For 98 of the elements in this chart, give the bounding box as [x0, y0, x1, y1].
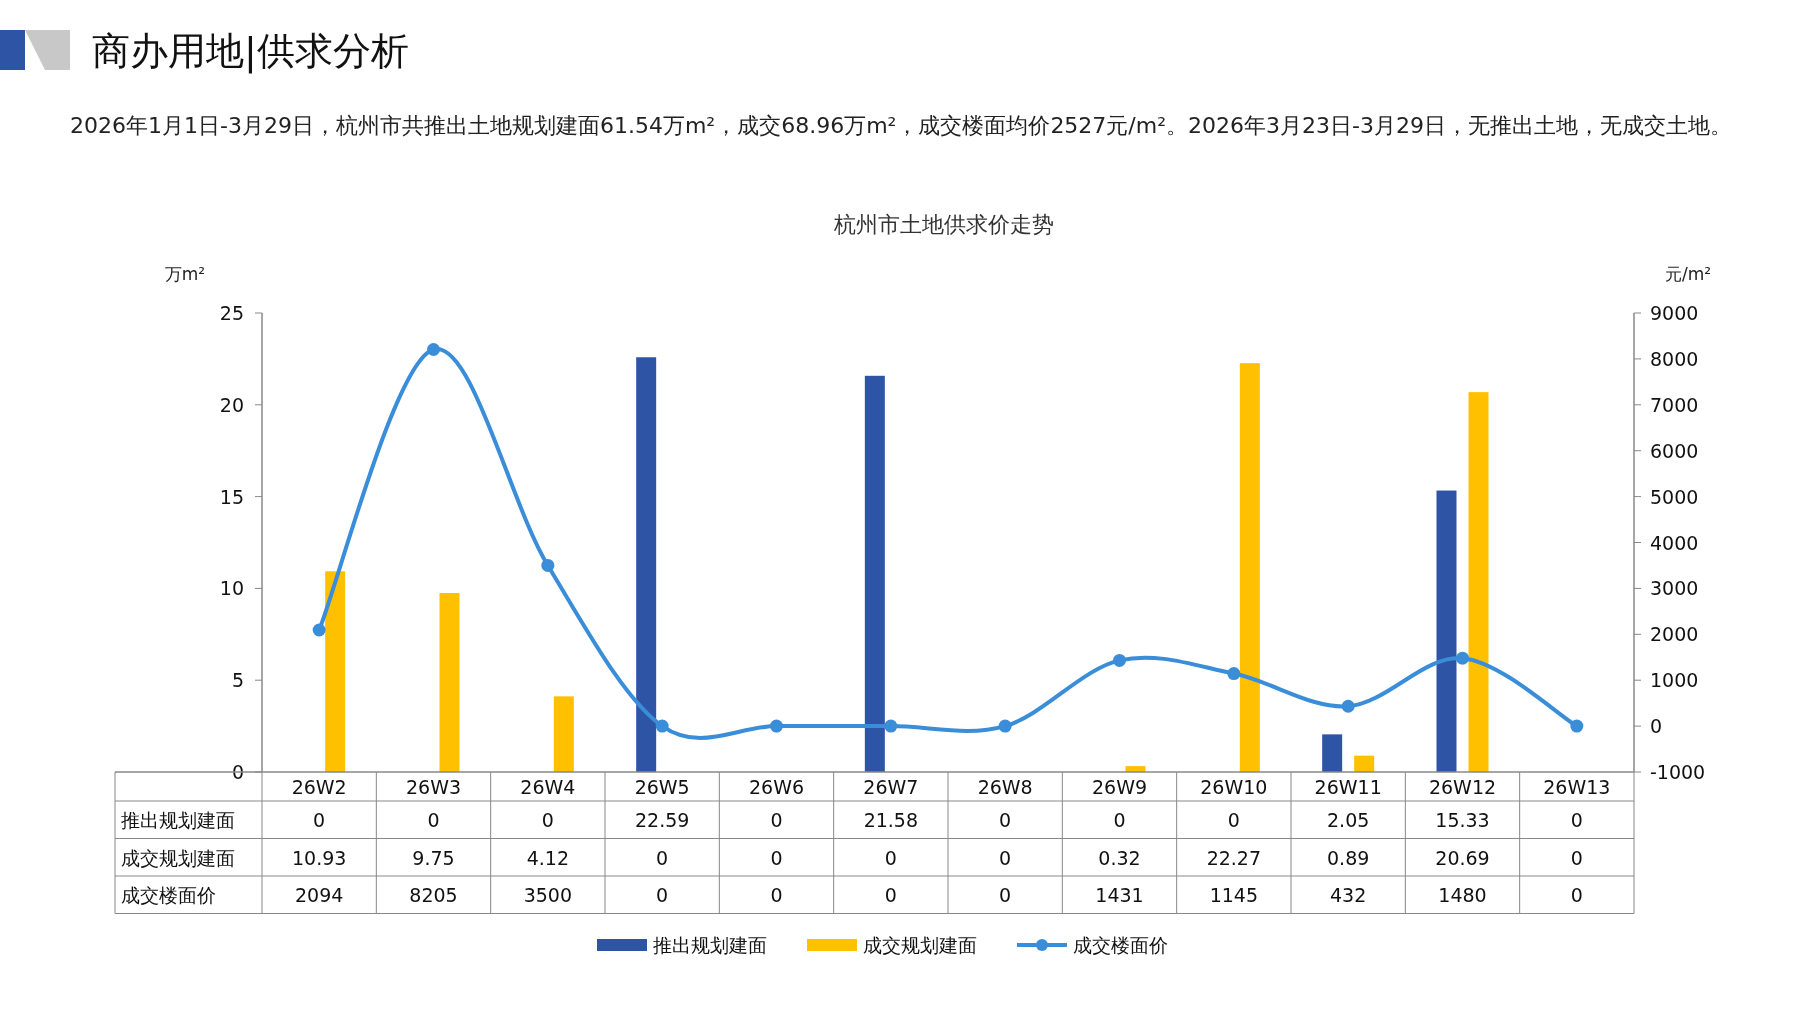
y2-tick-label: 1000	[1650, 669, 1699, 692]
data-label: 15.33	[1435, 809, 1490, 831]
point	[541, 558, 555, 572]
data-label: 0	[656, 846, 669, 869]
y-tick-label: 15	[219, 485, 244, 508]
y2-tick-label: 9000	[1650, 302, 1699, 324]
y2-tick-label: 5000	[1650, 485, 1699, 508]
x-tick-label: 26W7	[863, 776, 919, 798]
data-label: 0.32	[1098, 846, 1141, 869]
point	[655, 719, 669, 733]
point	[770, 719, 783, 733]
data-label: 22.59	[634, 809, 690, 831]
legend-label: 成交规划建面	[863, 934, 977, 956]
x-tick-label: 26W2	[291, 776, 347, 798]
data-label: 0	[884, 884, 897, 906]
y2-tick-label: 0	[1650, 715, 1663, 738]
bar	[325, 571, 346, 772]
data-label: 432	[1330, 884, 1367, 906]
y-tick-label: 0	[231, 761, 244, 783]
text: 2026年1月1日-3月29日，杭州市共推出土地规划建面61.54万m²，成交68.96万m²，成交楼面均价2527元/m²。2026年3月23日-3月29日，无推出土地，无成交土地。	[70, 112, 1733, 140]
point	[1227, 667, 1241, 681]
text: 成交楼面价	[121, 884, 216, 906]
y-tick-label: 25	[219, 302, 244, 324]
data-label: 0	[770, 846, 783, 869]
data-label: 1145	[1209, 884, 1259, 906]
point	[312, 623, 326, 637]
data-label: 0	[1570, 846, 1583, 869]
x-tick-label: 26W8	[977, 776, 1033, 798]
x-tick-label: 26W13	[1543, 776, 1611, 798]
y2-axis-title: 元/m²	[1664, 264, 1712, 284]
y2-tick-label: 2000	[1650, 623, 1699, 646]
data-label: 0	[1570, 884, 1583, 906]
chart-title: 杭州市土地供求价走势	[833, 212, 1054, 237]
x-tick-label: 26W9	[1091, 776, 1148, 798]
x-tick-label: 26W6	[748, 776, 805, 798]
data-label: 22.27	[1206, 846, 1262, 869]
data-label: 10.93	[291, 846, 347, 869]
y2-tick-label: 4000	[1650, 531, 1699, 554]
data-label: 1480	[1438, 884, 1487, 906]
data-label: 0	[1227, 809, 1240, 831]
data-label: 0	[884, 846, 897, 869]
text: 成交规划建面	[121, 846, 235, 869]
x-tick-label: 26W10	[1200, 776, 1268, 798]
data-label: 0	[427, 809, 440, 831]
x-tick-label: 26W11	[1314, 776, 1382, 798]
data-label: 2.05	[1327, 809, 1370, 831]
data-label: 0	[770, 884, 783, 906]
point	[884, 719, 898, 733]
data-label: 0	[999, 884, 1012, 906]
bar	[864, 375, 885, 772]
y-tick-label: 10	[219, 577, 244, 600]
data-label: 0	[1570, 809, 1583, 831]
data-label: 21.58	[863, 809, 919, 831]
bar	[553, 696, 574, 772]
y2-tick-label: 6000	[1650, 439, 1699, 462]
data-label: 0	[1113, 809, 1126, 831]
y-tick-label: 20	[219, 393, 244, 416]
text: 商办用地|供求分析	[92, 29, 409, 74]
point	[1113, 653, 1126, 667]
legend-label: 推出规划建面	[653, 934, 767, 956]
legend-label: 成交楼面价	[1073, 934, 1168, 956]
data-label: 1431	[1095, 884, 1144, 906]
bar	[1468, 392, 1489, 772]
point	[998, 719, 1012, 733]
bar	[1239, 363, 1260, 772]
y-axis-title: 万m²	[164, 264, 206, 284]
data-label: 0	[541, 809, 554, 831]
data-label: 0.89	[1327, 846, 1370, 869]
x-tick-label: 26W5	[634, 776, 690, 798]
data-label: 0	[999, 809, 1012, 831]
y-tick-label: 5	[231, 669, 244, 692]
data-label: 0	[656, 884, 669, 906]
data-label: 0	[770, 809, 783, 831]
data-label: 3500	[523, 884, 573, 906]
x-tick-label: 26W4	[520, 776, 576, 798]
y2-tick-label: 3000	[1650, 577, 1699, 600]
point	[1456, 651, 1469, 665]
data-label: 2094	[294, 884, 344, 906]
x-tick-label: 26W12	[1428, 776, 1497, 798]
x-tick-label: 26W3	[405, 776, 462, 798]
y2-tick-label: 8000	[1650, 347, 1699, 370]
point	[427, 342, 440, 356]
bar	[636, 357, 657, 772]
text: 推出规划建面	[121, 809, 235, 831]
point	[1570, 719, 1584, 733]
bar	[1322, 734, 1343, 772]
data-label: 9.75	[412, 846, 455, 869]
data-label: 0	[999, 846, 1012, 869]
bar	[1354, 755, 1375, 772]
bar	[1436, 490, 1457, 772]
y2-tick-label: -1000	[1650, 761, 1706, 783]
data-label: 0	[313, 809, 326, 831]
point	[1341, 699, 1355, 713]
data-label: 20.69	[1435, 846, 1490, 869]
bar	[439, 592, 460, 772]
data-label: 8205	[409, 884, 458, 906]
data-label: 4.12	[526, 846, 569, 869]
y2-tick-label: 7000	[1650, 393, 1699, 416]
